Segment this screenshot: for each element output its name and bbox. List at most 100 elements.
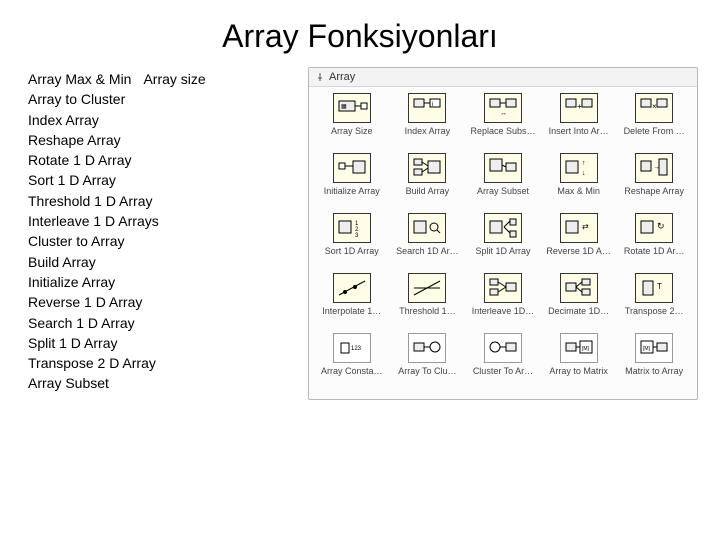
palette-item-label: Delete From … <box>624 126 685 136</box>
init-icon <box>333 153 371 183</box>
svg-text:⇄: ⇄ <box>582 222 589 231</box>
svg-text:[M]: [M] <box>582 346 590 352</box>
svg-text:T: T <box>657 282 662 291</box>
palette-item[interactable]: ⇄ Reverse 1D A… <box>542 213 616 271</box>
list-item: Sort 1 D Array <box>28 170 308 190</box>
maxmin-icon: ↑↓ <box>560 153 598 183</box>
palette-item-label: Reshape Array <box>624 186 684 196</box>
palette-item-label: Replace Subs… <box>470 126 535 136</box>
palette-item-label: Transpose 2… <box>625 306 684 316</box>
palette-item[interactable]: Array To Clu… <box>391 333 465 391</box>
interleave-icon <box>484 273 522 303</box>
palette-item-label: Split 1D Array <box>475 246 530 256</box>
list-item: Array Max & Min <box>28 69 131 89</box>
palette-item[interactable]: Array Subset <box>466 153 540 211</box>
svg-text:i: i <box>432 102 433 108</box>
toarray-icon <box>484 333 522 363</box>
svg-text:↑: ↑ <box>582 160 586 167</box>
build-icon <box>408 153 446 183</box>
list-item: Initialize Array <box>28 272 308 292</box>
palette-item-label: Decimate 1D… <box>548 306 609 316</box>
palette-item-label: Cluster To Ar… <box>473 366 533 376</box>
delete-icon: × <box>635 93 673 123</box>
replace-icon: ↔ <box>484 93 522 123</box>
index-icon: i <box>408 93 446 123</box>
palette-item[interactable]: i Index Array <box>391 93 465 151</box>
palette-item[interactable]: Initialize Array <box>315 153 389 211</box>
palette-title: Array <box>329 71 355 83</box>
palette-item[interactable]: Build Array <box>391 153 465 211</box>
svg-text:123: 123 <box>351 346 362 352</box>
function-list: Array Max & Min Array size Array to Clus… <box>28 67 308 400</box>
list-item: Reshape Array <box>28 130 308 150</box>
palette-item-label: Array Subset <box>477 186 529 196</box>
palette-item-label: Insert Into Ar… <box>549 126 609 136</box>
palette-item[interactable]: 123 Array Consta… <box>315 333 389 391</box>
transpose-icon: T <box>635 273 673 303</box>
palette-item-label: Threshold 1… <box>399 306 456 316</box>
palette-header: Array <box>309 68 697 87</box>
palette-item-label: Max & Min <box>557 186 600 196</box>
list-item: Reverse 1 D Array <box>28 292 308 312</box>
palette-item-label: Array Consta… <box>321 366 383 376</box>
palette-item[interactable]: [M] Matrix to Array <box>617 333 691 391</box>
sort-icon: 123 <box>333 213 371 243</box>
svg-text:×: × <box>652 102 657 111</box>
palette-item-label: Build Array <box>406 186 450 196</box>
palette-item[interactable]: Threshold 1… <box>391 273 465 331</box>
palette-item-label: Interpolate 1… <box>322 306 381 316</box>
list-item: Build Array <box>28 252 308 272</box>
list-item: Array to Cluster <box>28 89 308 109</box>
palette-item-label: Index Array <box>405 126 451 136</box>
list-item: Interleave 1 D Arrays <box>28 211 308 231</box>
palette-item-label: Sort 1D Array <box>325 246 379 256</box>
insert-icon: + <box>560 93 598 123</box>
thresh-icon <box>408 273 446 303</box>
palette-item[interactable]: →Reshape Array <box>617 153 691 211</box>
list-item: Split 1 D Array <box>28 333 308 353</box>
size-icon: ▦ <box>333 93 371 123</box>
tomatrix-icon: [M] <box>560 333 598 363</box>
list-item: Array Subset <box>28 373 308 393</box>
rotate-icon: ↻ <box>635 213 673 243</box>
palette-item-label: Array To Clu… <box>398 366 456 376</box>
const-icon: 123 <box>333 333 371 363</box>
palette-item-label: Initialize Array <box>324 186 380 196</box>
list-item: Transpose 2 D Array <box>28 353 308 373</box>
palette-item-label: Search 1D Ar… <box>396 246 459 256</box>
list-item: Threshold 1 D Array <box>28 191 308 211</box>
list-item: Rotate 1 D Array <box>28 150 308 170</box>
palette-item[interactable]: ↑↓ Max & Min <box>542 153 616 211</box>
palette-item[interactable]: ↔ Replace Subs… <box>466 93 540 151</box>
palette-item[interactable]: ↻Rotate 1D Ar… <box>617 213 691 271</box>
interp-icon <box>333 273 371 303</box>
palette-item-label: Matrix to Array <box>625 366 683 376</box>
pin-icon[interactable] <box>315 72 325 82</box>
palette-item[interactable]: Interpolate 1… <box>315 273 389 331</box>
palette-item[interactable]: Search 1D Ar… <box>391 213 465 271</box>
list-item: Search 1 D Array <box>28 313 308 333</box>
palette-item-label: Reverse 1D A… <box>546 246 611 256</box>
palette-item-label: Array to Matrix <box>549 366 608 376</box>
palette-item[interactable]: T Transpose 2… <box>617 273 691 331</box>
frommatrix-icon: [M] <box>635 333 673 363</box>
palette-item[interactable]: [M] Array to Matrix <box>542 333 616 391</box>
svg-text:↔: ↔ <box>500 110 507 117</box>
palette-item[interactable]: Cluster To Ar… <box>466 333 540 391</box>
svg-text:+: + <box>577 102 582 111</box>
palette-item[interactable]: Split 1D Array <box>466 213 540 271</box>
palette-grid: ▦ Array Size i Index Array ↔ Replace Subs… + In… <box>309 87 697 399</box>
search-icon <box>408 213 446 243</box>
subset-icon <box>484 153 522 183</box>
reverse-icon: ⇄ <box>560 213 598 243</box>
split-icon <box>484 213 522 243</box>
palette-item[interactable]: + Insert Into Ar… <box>542 93 616 151</box>
palette-item[interactable]: Decimate 1D… <box>542 273 616 331</box>
palette-item[interactable]: Interleave 1D… <box>466 273 540 331</box>
palette-item-label: Array Size <box>331 126 373 136</box>
palette-item[interactable]: × Delete From … <box>617 93 691 151</box>
palette-item[interactable]: ▦ Array Size <box>315 93 389 151</box>
svg-text:3: 3 <box>355 233 359 239</box>
palette-item[interactable]: 123 Sort 1D Array <box>315 213 389 271</box>
list-item: Index Array <box>28 110 308 130</box>
